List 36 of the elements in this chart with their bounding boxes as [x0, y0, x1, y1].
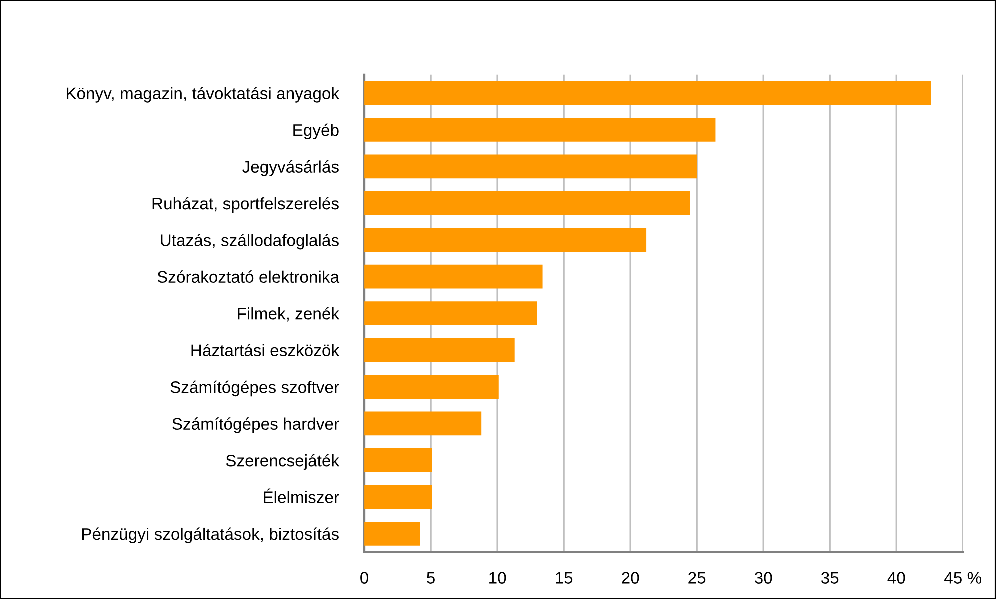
bar	[364, 191, 690, 216]
x-tick-label: 10	[490, 572, 506, 584]
y-tick-label: Háztartási eszközök	[192, 344, 340, 357]
bar	[364, 522, 420, 546]
y-tick-label: Egyéb	[294, 124, 339, 140]
x-tick-label: 20	[622, 572, 640, 584]
y-tick-label: Szerencsejáték	[226, 454, 340, 470]
bar	[364, 154, 698, 179]
bar	[364, 412, 482, 436]
y-tick-label: Utazás, szállodafoglalás	[161, 234, 339, 250]
x-tick-label: 0	[360, 572, 369, 584]
bar	[364, 485, 432, 510]
y-tick-label: Könyv, magazin, távoktatási anyagok	[66, 87, 340, 103]
x-tick-label: 15	[556, 572, 573, 584]
x-tick-label: 5	[427, 572, 435, 584]
y-tick-label: Számítógépes hardver	[172, 418, 340, 434]
y-tick-label: Élelmiszer	[264, 488, 340, 504]
y-tick-label: Szórakoztató elektronika	[158, 270, 340, 284]
y-tick-label: Jegyvásárlás	[242, 160, 339, 176]
x-tick-label: 40	[888, 572, 906, 584]
y-tick-label: Filmek, zenék	[238, 307, 340, 322]
x-tick-label: 45 %	[944, 572, 982, 584]
x-tick-label: 35	[821, 572, 839, 584]
bar	[364, 264, 543, 289]
y-tick-label: Pénzügyi szolgáltatások, biztosítás	[82, 528, 339, 544]
bar	[364, 302, 538, 326]
bar	[364, 375, 499, 399]
bar	[364, 81, 932, 106]
bar	[364, 118, 716, 142]
bar	[364, 228, 647, 252]
x-tick-label: 30	[754, 572, 772, 584]
bar	[364, 448, 432, 472]
bar	[364, 338, 515, 362]
y-tick-label: Számítógépes szoftver	[170, 380, 340, 397]
y-tick-label: Ruházat, sportfelszerelés	[152, 197, 339, 213]
x-tick-label: 25	[688, 572, 706, 584]
